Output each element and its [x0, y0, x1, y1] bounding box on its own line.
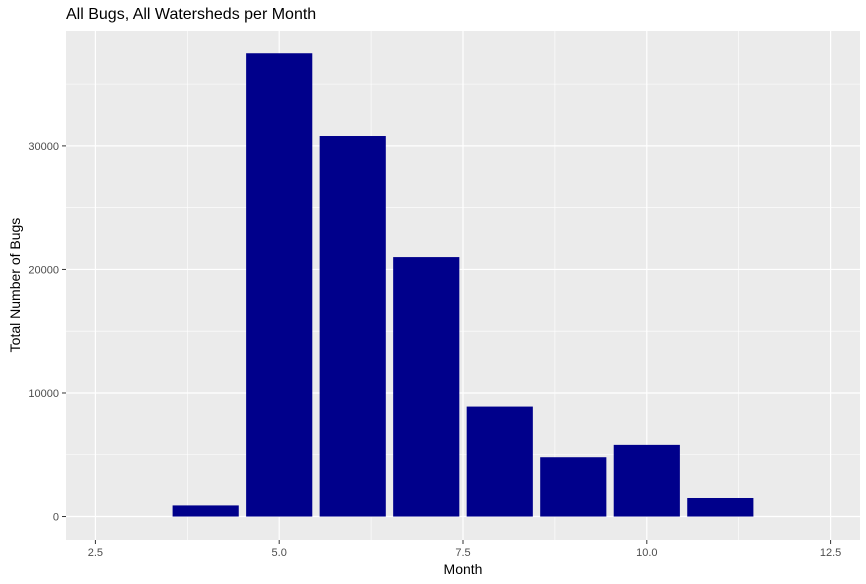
x-tick-label: 2.5 — [88, 547, 103, 559]
bar-month-11 — [687, 497, 754, 517]
axes: 2.5 5.0 7.5 10.0 12.5 0 10000 20000 30000 — [28, 141, 841, 559]
bar-month-5 — [246, 53, 313, 517]
x-tick-label: 10.0 — [636, 547, 657, 559]
bar-month-8 — [466, 406, 533, 517]
y-axis-title: Total Number of Bugs — [7, 218, 23, 353]
y-tick-label: 30000 — [28, 141, 59, 153]
bars — [172, 53, 754, 517]
chart-title: All Bugs, All Watersheds per Month — [66, 6, 317, 23]
y-tick-label: 10000 — [28, 388, 59, 400]
bar-month-7 — [393, 257, 460, 517]
y-tick-label: 20000 — [28, 264, 59, 276]
bar-month-4 — [172, 505, 239, 517]
bar-month-10 — [613, 444, 680, 517]
x-tick-label: 5.0 — [272, 547, 287, 559]
x-tick-label: 12.5 — [820, 547, 841, 559]
bar-month-6 — [319, 136, 386, 517]
x-tick-label: 7.5 — [455, 547, 470, 559]
bar-month-9 — [540, 457, 607, 517]
x-axis-title: Month — [444, 561, 483, 577]
y-tick-label: 0 — [53, 512, 59, 524]
